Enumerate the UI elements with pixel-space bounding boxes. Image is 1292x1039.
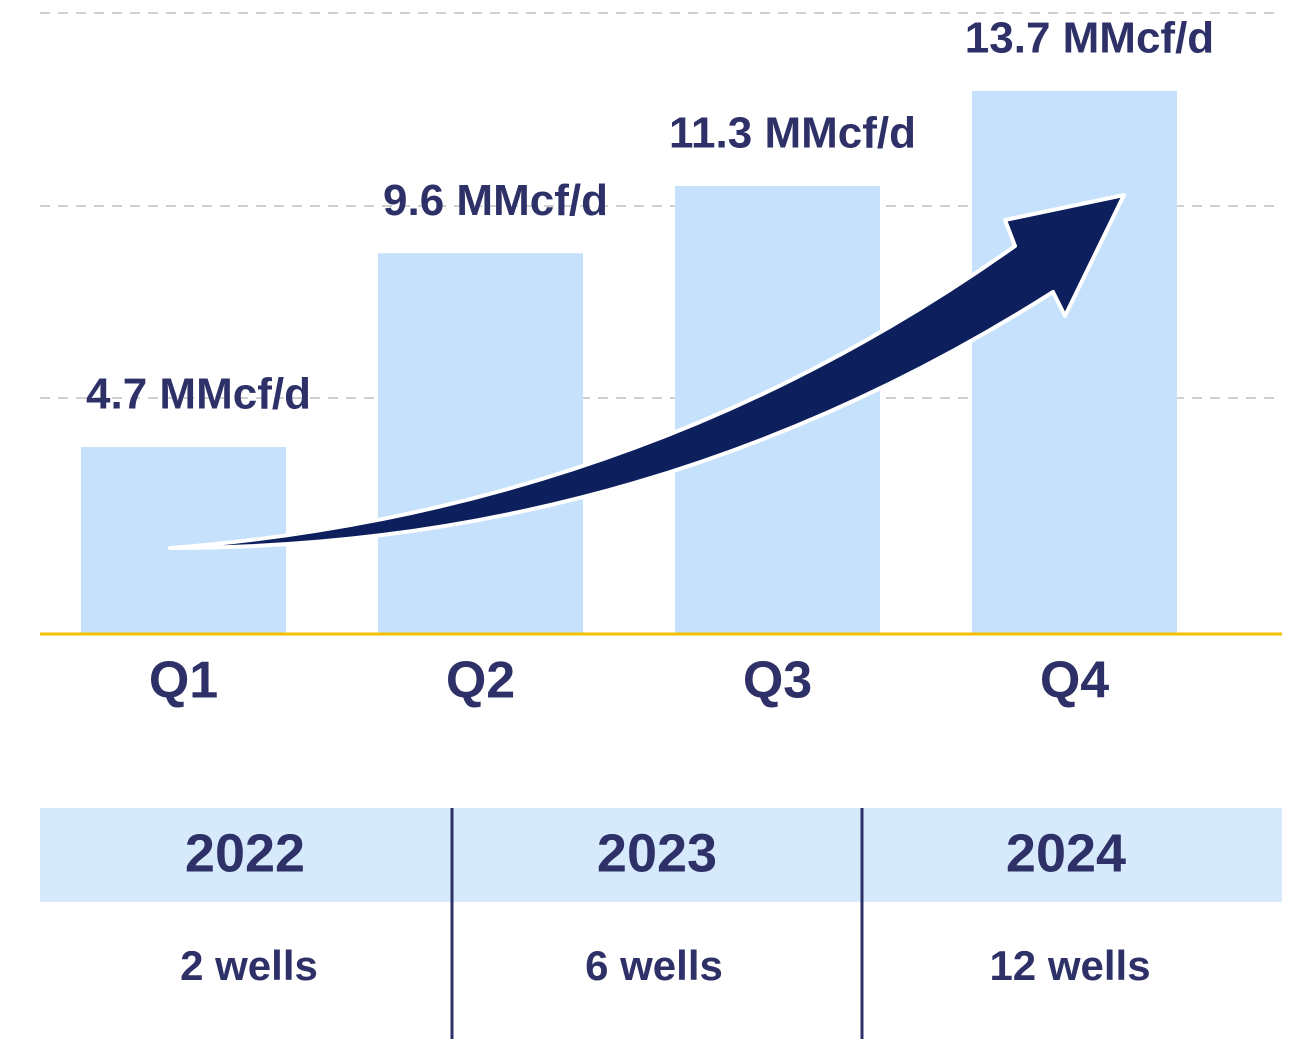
x-tick-label: Q3 — [743, 652, 812, 710]
table-header: 2024 — [1006, 823, 1126, 883]
value-label: 11.3 MMcf/d — [669, 109, 916, 158]
table-header: 2023 — [597, 823, 717, 883]
x-tick-label: Q1 — [149, 652, 218, 710]
value-label: 13.7 MMcf/d — [965, 14, 1214, 63]
table-cell: 12 wells — [989, 942, 1150, 989]
bar — [378, 253, 583, 633]
x-tick-label: Q2 — [446, 652, 515, 710]
bar — [972, 90, 1177, 633]
bars — [81, 90, 1177, 633]
growth-arrow — [168, 193, 1126, 550]
table-cell: 6 wells — [585, 942, 723, 989]
table-header: 2022 — [185, 823, 305, 883]
value-label: 4.7 MMcf/d — [86, 370, 311, 419]
x-tick-label: Q4 — [1040, 652, 1109, 710]
table-cell: 2 wells — [180, 942, 318, 989]
table-header-bg — [40, 808, 1282, 902]
value-label: 9.6 MMcf/d — [383, 176, 608, 225]
